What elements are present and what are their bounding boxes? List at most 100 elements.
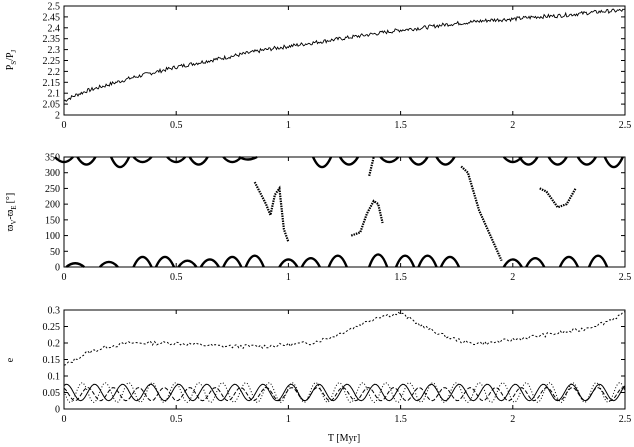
resonant-arc [238, 155, 258, 161]
resonant-arc [132, 255, 153, 268]
circulation-path [350, 199, 384, 237]
resonant-arc [311, 156, 333, 169]
y-tick-label: 2.35 [43, 34, 61, 45]
resonant-arc [338, 156, 360, 166]
y-axis-label: e [5, 357, 16, 362]
resonant-arc [394, 254, 416, 268]
y-tick-label: 2.25 [43, 56, 61, 67]
panel-period-ratio: 22.052.12.152.22.252.32.352.42.452.5 0 0.… [5, 2, 631, 132]
y-tick-label: 50 [50, 247, 60, 258]
y-tick-label: 2 [55, 111, 60, 122]
resonant-arc [244, 254, 265, 268]
resonant-arc [300, 257, 321, 268]
resonant-arc [278, 258, 299, 268]
plot-frame [63, 156, 626, 268]
y-tick-label: 2.5 [48, 2, 61, 13]
resonant-arc [547, 156, 568, 166]
resonant-arc [76, 156, 97, 166]
x-ticks: 0 0.5 1 1.5 2 2.5 [62, 6, 632, 131]
x-tick-label: 1 [286, 120, 291, 131]
series-line [63, 8, 626, 102]
y-tick-label: 2.45 [43, 12, 61, 23]
x-tick-label: 2.5 [619, 120, 632, 131]
y-tick-label: 2.15 [43, 78, 61, 89]
y-tick-label: 350 [45, 153, 60, 164]
resonant-arc [439, 255, 461, 268]
y-tick-label: 0.2 [48, 339, 61, 350]
x-tick-label: 1.5 [394, 120, 407, 131]
circulation-path [253, 181, 290, 243]
plot-frame [63, 5, 626, 116]
resonant-arc [110, 156, 131, 169]
y-tick-label: 300 [45, 168, 60, 179]
x-tick-label: 1 [286, 272, 291, 283]
series-group [54, 155, 624, 268]
y-ticks: 0 50 100 150 200 250 300 350 [45, 153, 625, 274]
resonant-arc [199, 258, 220, 268]
x-tick-label: 0.5 [170, 272, 183, 283]
x-ticks: 0 0.5 1 1.5 2 2.5 [62, 157, 632, 283]
x-tick-label: 2 [510, 414, 515, 425]
y-tick-label: 150 [45, 215, 60, 226]
x-tick-label: 0.5 [170, 414, 183, 425]
y-tick-label: 0 [55, 405, 60, 416]
x-tick-label: 2 [510, 272, 515, 283]
resonant-arc [188, 156, 209, 166]
x-tick-label: 0 [62, 414, 67, 425]
eccentricity-line [63, 311, 626, 366]
resonant-arc [587, 254, 609, 268]
y-tick-label: 0.15 [43, 355, 61, 366]
resonant-arc [222, 255, 243, 268]
series-group [63, 311, 626, 403]
resonant-arc [558, 255, 579, 268]
y-tick-label: 0.3 [48, 306, 61, 317]
resonant-arc [379, 156, 400, 164]
resonant-arc [408, 156, 429, 166]
y-tick-label: 2.1 [48, 89, 61, 100]
plot-frame [63, 309, 626, 410]
y-axis-label: ϖV-ϖE[°] [5, 193, 18, 232]
x-tick-label: 0.5 [170, 120, 183, 131]
y-tick-label: 2.3 [48, 45, 61, 56]
x-tick-label: 2 [510, 120, 515, 131]
resonant-arc [417, 254, 438, 268]
resonant-arc [603, 156, 624, 169]
circulation-path [460, 165, 503, 262]
circulation-path [539, 187, 577, 209]
resonant-arc [518, 156, 539, 166]
y-tick-label: 0.05 [43, 388, 61, 399]
eccentricity-line [63, 387, 626, 402]
y-tick-label: 250 [45, 184, 60, 195]
resonant-arc [65, 262, 85, 268]
y-tick-label: 0.1 [48, 372, 61, 383]
x-tick-label: 0 [62, 272, 67, 283]
y-tick-label: 100 [45, 231, 60, 242]
resonant-arc [525, 257, 546, 268]
x-tick-label: 2.5 [619, 414, 632, 425]
resonant-arc [132, 156, 153, 164]
resonant-arc [177, 259, 198, 268]
y-ticks: 0 0.05 0.1 0.15 0.2 0.25 0.3 [43, 306, 625, 416]
y-tick-label: 2.2 [48, 67, 61, 78]
x-tick-label: 1 [286, 414, 291, 425]
resonant-arc [368, 253, 389, 268]
x-tick-label: 0 [62, 120, 67, 131]
resonant-arc [576, 156, 597, 166]
resonant-arc [98, 260, 119, 268]
resonant-arc [435, 156, 456, 166]
y-tick-label: 2.05 [43, 100, 61, 111]
x-tick-label: 1.5 [394, 272, 407, 283]
y-tick-label: 200 [45, 200, 60, 211]
x-axis-label: T [Myr] [328, 433, 360, 444]
resonant-arc [166, 156, 187, 164]
resonant-arc [502, 258, 523, 268]
panel-eccentricity: 0 0.05 0.1 0.15 0.2 0.25 0.3 0 0.5 1 1.5 2 2.5 e [5, 306, 631, 426]
resonant-arc [327, 254, 348, 268]
series-group [63, 8, 626, 102]
resonant-arc [54, 156, 74, 164]
resonant-arc [154, 255, 176, 268]
x-tick-label: 1.5 [394, 414, 407, 425]
y-tick-label: 2.4 [48, 23, 61, 34]
x-tick-label: 2.5 [619, 272, 632, 283]
